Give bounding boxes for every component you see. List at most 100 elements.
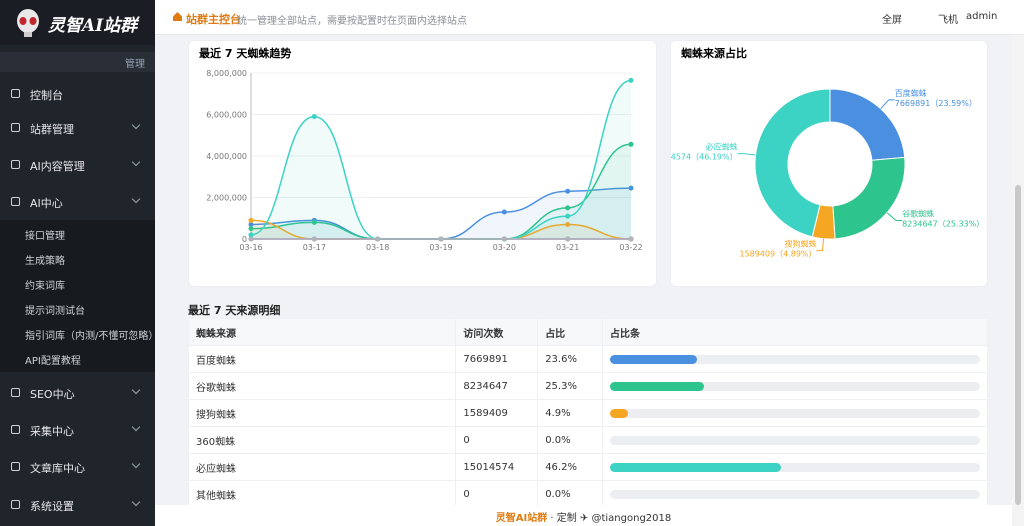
point [565,205,571,211]
menu-item[interactable]: 采集中心 [0,413,155,447]
point [248,226,254,232]
submenu-item[interactable]: 生成策略 [0,246,155,271]
x-tick-label: 03-22 [619,243,642,252]
bar-track [609,354,980,364]
menu-caret [131,194,141,204]
source-cell: 其他蜘蛛 [187,480,457,508]
point [438,236,444,242]
share-cell: 46.2% [537,453,603,481]
pie-slice [754,88,831,238]
share-cell: 0.0% [537,480,603,508]
x-tick-label: 03-16 [239,243,262,252]
table-header: 蜘蛛来源 访问次数 占比 占比条 [187,318,989,346]
fullscreen-button[interactable]: 全屏 [882,15,902,26]
submenu-label: 约束词库 [25,281,65,292]
menu-label: 采集中心 [30,425,74,438]
bar-cell [601,453,989,481]
label-line [816,238,825,252]
share-cell: 23.6% [537,345,603,373]
submenu-item[interactable]: 提示词测试台 [0,296,155,321]
menu-label: 系统设置 [30,500,74,513]
menu-item[interactable]: 控制台 [0,77,155,111]
footer-text: · 定制 ✈ @tiangong2018 [550,513,672,524]
y-tick-label: 0 [242,235,247,244]
menu-item[interactable]: SEO中心 [0,376,155,410]
menu-label: SEO中心 [30,388,75,401]
menu-icon [11,197,20,206]
menu-label: 站群管理 [30,123,74,136]
share-bar [609,381,704,391]
pie-label-name: 百度蜘蛛 [895,88,927,98]
pie-label-value: 8234647（25.33%） [902,220,984,229]
pie-label-name: 搜狗蜘蛛 [785,239,817,249]
menu-item[interactable]: AI中心 [0,185,155,219]
page-subtitle: 统一管理全部站点，需要按配置时在页面内选择站点 [237,16,467,27]
y-tick-label: 6,000,000 [206,111,247,120]
bar-track [609,462,980,472]
source-cell: 搜狗蜘蛛 [187,399,457,427]
user-menu[interactable]: admin [966,11,998,22]
point [501,236,507,242]
bar-cell [601,399,989,427]
point [565,188,571,194]
bar-cell [601,480,989,508]
y-tick-label: 4,000,000 [206,152,247,161]
source-cell: 谷歌蜘蛛 [187,372,457,400]
menu-item[interactable]: AI内容管理 [0,148,155,182]
x-tick-label: 03-19 [429,243,452,252]
pie-label-name: 必应蜘蛛 [706,142,738,152]
column-header: 占比 [537,318,603,346]
menu-icon [11,123,20,132]
point [248,217,254,223]
point [628,77,634,83]
submenu-label: API配置教程 [25,356,81,367]
menu-caret [131,459,141,469]
label-line [886,212,903,222]
point [248,232,254,238]
detail-table: 蜘蛛来源 访问次数 占比 占比条 百度蜘蛛 7669891 23.6% 谷歌蜘蛛 8234647… [187,318,989,508]
column-header: 占比条 [601,318,989,346]
logo-icon [17,9,39,37]
column-header: 蜘蛛来源 [187,318,457,346]
source-cell: 360蜘蛛 [187,426,457,454]
table-row: 谷歌蜘蛛 8234647 25.3% [187,372,989,400]
bar-cell [601,345,989,373]
point [311,114,317,120]
share-cell: 25.3% [537,372,603,400]
footer-brand: 灵智AI站群 [495,513,548,524]
logo-text: 灵智AI站群 [48,16,138,36]
menu-label: 文章库中心 [30,462,85,475]
point [375,236,381,242]
menu-item[interactable]: 站群管理 [0,111,155,145]
submenu: 接口管理 生成策略约束词库提示词测试台 指引词库（内测/不懂可忽略） API配置教程 [0,220,158,372]
table-title: 最近 7 天来源明细 [188,304,281,317]
series-area [251,188,631,239]
menu-item[interactable]: 系统设置 [0,488,155,522]
submenu-item[interactable]: 接口管理 [0,221,155,246]
sidebar: 灵智AI站群 管理 接口管理 生成策略约束词库提示词测试台 指引词库（内测/不懂可忽… [0,0,158,526]
pie-slice [832,156,906,240]
submenu-item[interactable]: 指引词库（内测/不懂可忽略） [0,321,158,346]
menu-icon [11,388,20,397]
point [628,185,634,191]
menu-icon [11,425,20,434]
submenu-item[interactable]: API配置教程 [0,346,155,371]
breadcrumb[interactable]: 管理 [0,52,155,72]
x-tick-label: 03-17 [303,243,326,252]
submenu-item[interactable]: 约束词库 [0,271,155,296]
share-bar [609,354,698,364]
y-tick-label: 2,000,000 [206,194,247,203]
logo: 灵智AI站群 [0,0,155,45]
feiji-link[interactable]: 飞机 [938,15,958,26]
menu-icon [11,462,20,471]
menu-icon [11,160,20,169]
scroll-thumb[interactable] [1015,185,1021,505]
label-line [737,153,756,156]
x-tick-label: 03-18 [366,243,389,252]
scrollbar[interactable] [1012,35,1024,526]
menu-item[interactable]: 文章库中心 [0,450,155,484]
share-cell: 4.9% [537,399,603,427]
point [628,141,634,147]
point [565,213,571,219]
